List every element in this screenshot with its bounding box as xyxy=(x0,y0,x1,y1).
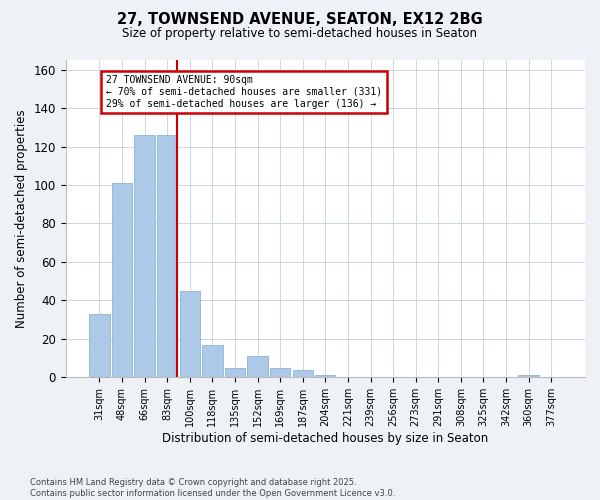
Y-axis label: Number of semi-detached properties: Number of semi-detached properties xyxy=(15,110,28,328)
Bar xyxy=(112,183,132,378)
Bar xyxy=(315,376,335,378)
Bar xyxy=(202,344,223,378)
Bar xyxy=(270,368,290,378)
Bar xyxy=(225,368,245,378)
Bar xyxy=(179,291,200,378)
Text: 27 TOWNSEND AVENUE: 90sqm
← 70% of semi-detached houses are smaller (331)
29% of: 27 TOWNSEND AVENUE: 90sqm ← 70% of semi-… xyxy=(106,76,382,108)
Bar xyxy=(293,370,313,378)
X-axis label: Distribution of semi-detached houses by size in Seaton: Distribution of semi-detached houses by … xyxy=(162,432,488,445)
Text: 27, TOWNSEND AVENUE, SEATON, EX12 2BG: 27, TOWNSEND AVENUE, SEATON, EX12 2BG xyxy=(117,12,483,28)
Bar xyxy=(157,135,178,378)
Bar xyxy=(134,135,155,378)
Text: Size of property relative to semi-detached houses in Seaton: Size of property relative to semi-detach… xyxy=(122,28,478,40)
Bar xyxy=(89,314,110,378)
Bar xyxy=(247,356,268,378)
Text: Contains HM Land Registry data © Crown copyright and database right 2025.
Contai: Contains HM Land Registry data © Crown c… xyxy=(30,478,395,498)
Bar xyxy=(518,376,539,378)
